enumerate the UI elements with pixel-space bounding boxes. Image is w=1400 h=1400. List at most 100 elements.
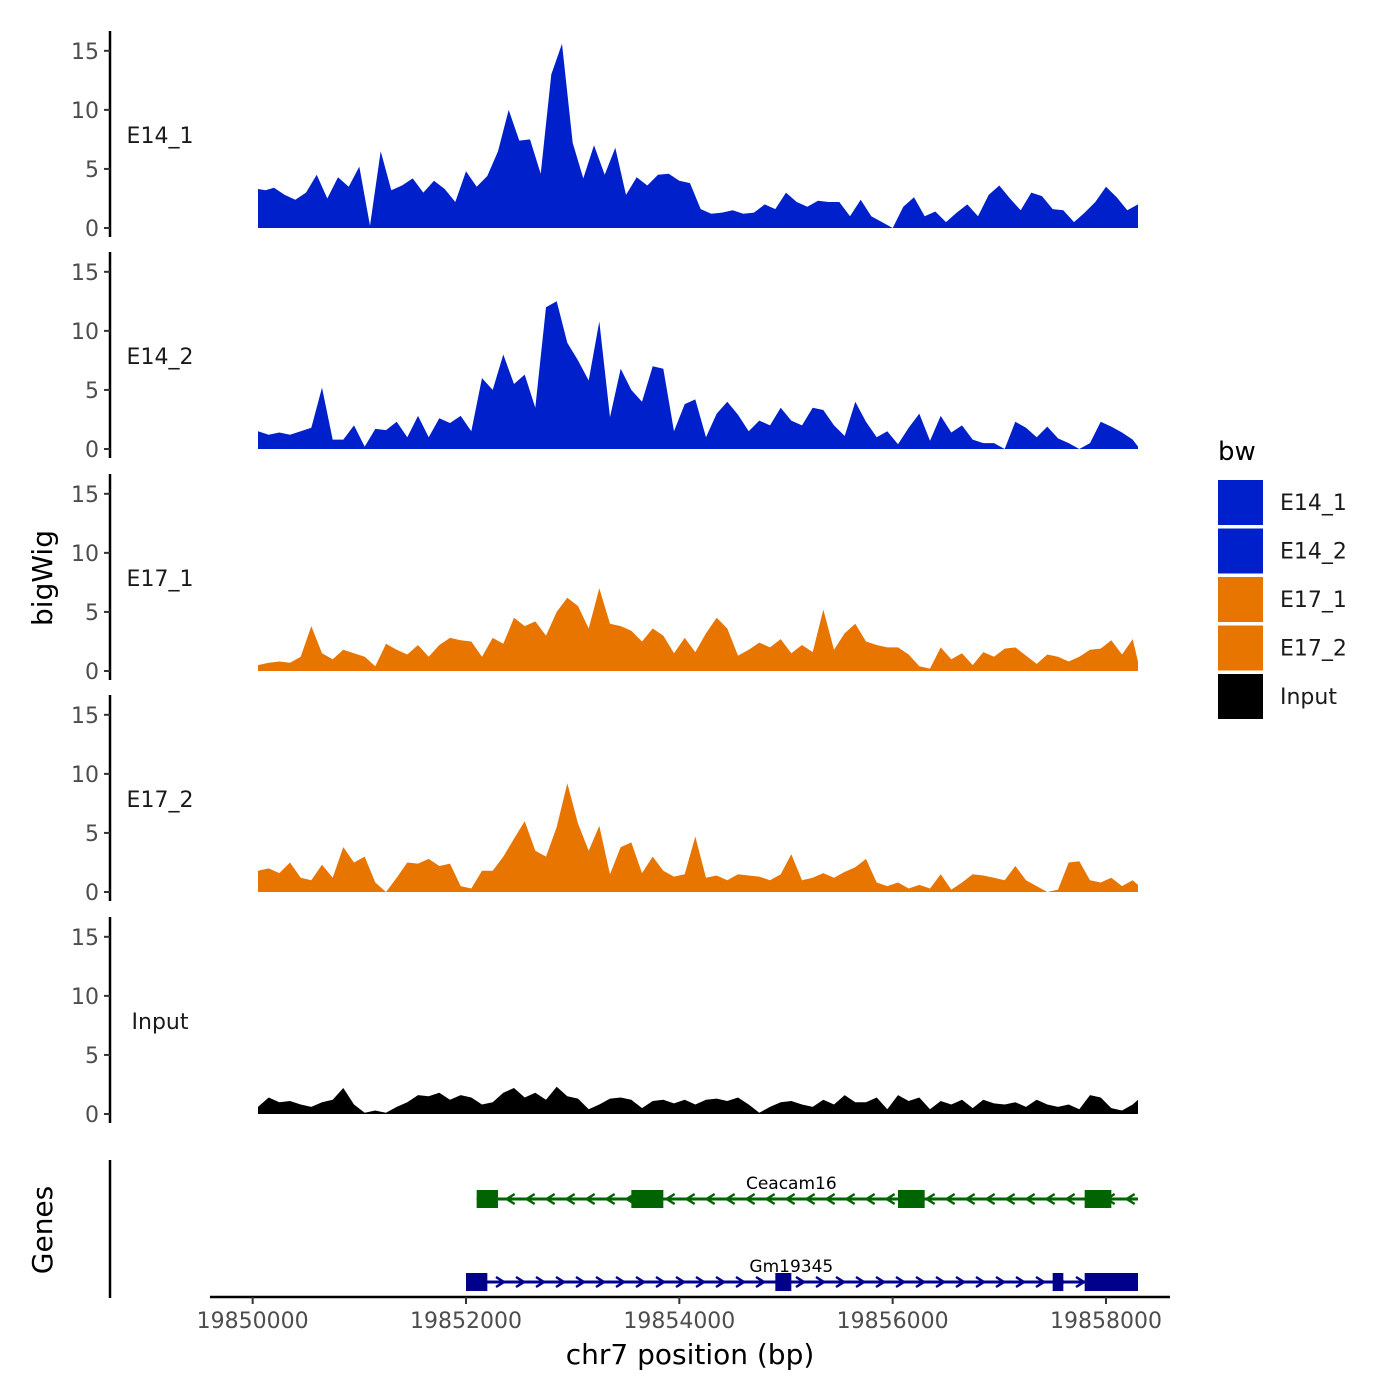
legend: bw E14_1 E14_2 E17_1 E17_2 Input (1218, 437, 1347, 719)
strand-chevron (864, 1192, 876, 1206)
y-tick-label: 5 (85, 379, 99, 404)
gene-Ceacam16: Ceacam16 (476, 1174, 1138, 1208)
strand-chevron (655, 1275, 667, 1289)
strand-chevron (584, 1192, 596, 1206)
y-tick-label: 15 (71, 40, 99, 65)
y-tick-label: 5 (85, 158, 99, 183)
strand-chevron (595, 1275, 607, 1289)
legend-swatch-Input (1218, 674, 1263, 719)
strand-chevron (764, 1192, 776, 1206)
strand-chevron (1064, 1192, 1076, 1206)
legend-title: bw (1218, 437, 1256, 467)
strand-chevron (755, 1275, 767, 1289)
coverage-area-E14_1 (258, 43, 1138, 229)
gene-exon (476, 1190, 498, 1208)
y-tick-label: 10 (71, 99, 99, 124)
y-axis-title: bigWig (26, 530, 59, 626)
strand-chevron (1075, 1275, 1087, 1289)
strand-chevron (555, 1275, 567, 1289)
coverage-tracks: 0 5 10 15 E14_1 0 5 10 15 E14_2 0 5 10 15 E17_1 0 5 10 15 E… (71, 31, 1138, 1128)
x-axis: 19850000 19852000 19854000 19856000 19858000 (197, 1295, 1170, 1334)
gene-label-Ceacam16: Ceacam16 (746, 1174, 837, 1194)
strand-chevron (804, 1192, 816, 1206)
strand-chevron (824, 1192, 836, 1206)
y-tick-label: 15 (71, 704, 99, 729)
strand-chevron (895, 1275, 907, 1289)
y-tick-label: 0 (85, 1103, 99, 1128)
strand-chevron (604, 1192, 616, 1206)
coverage-area-Input (258, 1086, 1138, 1114)
track-E17_2: 0 5 10 15 E17_2 (71, 695, 1138, 906)
coverage-area-E17_1 (258, 588, 1138, 671)
track-E14_2: 0 5 10 15 E14_2 (71, 252, 1138, 463)
strand-chevron (995, 1275, 1007, 1289)
strand-chevron (515, 1275, 527, 1289)
legend-swatch-E14_1 (1218, 480, 1263, 525)
strand-chevron (984, 1192, 996, 1206)
strand-chevron (1015, 1275, 1027, 1289)
genes-panel: Ceacam16 Gm19345 (108, 1160, 1138, 1298)
y-tick-label: 15 (71, 261, 99, 286)
y-tick-label: 0 (85, 881, 99, 906)
strand-chevron (564, 1192, 576, 1206)
y-tick-label: 5 (85, 1044, 99, 1069)
y-tick-label: 10 (71, 542, 99, 567)
x-tick-label: 19852000 (410, 1309, 522, 1334)
legend-swatch-E14_2 (1218, 528, 1263, 574)
strand-chevron (855, 1275, 867, 1289)
track-label-E17_2: E17_2 (127, 788, 194, 813)
legend-label-E17_1: E17_1 (1280, 588, 1347, 613)
strand-chevron (575, 1275, 587, 1289)
y-tick-label: 10 (71, 320, 99, 345)
track-Input: 0 5 10 15 Input (71, 917, 1138, 1128)
strand-chevron (795, 1275, 807, 1289)
track-label-E14_2: E14_2 (127, 345, 194, 370)
y-tick-label: 5 (85, 601, 99, 626)
strand-chevron (724, 1192, 736, 1206)
strand-chevron (844, 1192, 856, 1206)
strand-chevron (664, 1192, 676, 1206)
y-tick-label: 15 (71, 483, 99, 508)
strand-chevron (544, 1192, 556, 1206)
strand-chevron (735, 1275, 747, 1289)
strand-chevron (524, 1192, 536, 1206)
y-tick-label: 10 (71, 763, 99, 788)
strand-chevron (975, 1275, 987, 1289)
strand-chevron (684, 1192, 696, 1206)
strand-chevron (955, 1275, 967, 1289)
strand-chevron (835, 1275, 847, 1289)
x-tick-label: 19858000 (1050, 1309, 1162, 1334)
strand-chevron (1044, 1192, 1056, 1206)
strand-chevron (944, 1192, 956, 1206)
strand-chevron (615, 1275, 627, 1289)
legend-label-Input: Input (1280, 685, 1337, 710)
x-axis-title: chr7 position (bp) (566, 1338, 815, 1371)
strand-chevron (744, 1192, 756, 1206)
strand-chevron (635, 1275, 647, 1289)
strand-chevron (504, 1192, 516, 1206)
legend-swatch-E17_1 (1218, 577, 1263, 622)
genes-axis-title: Genes (26, 1186, 59, 1274)
gene-exon (898, 1190, 925, 1208)
y-tick-label: 15 (71, 926, 99, 951)
strand-chevron (884, 1192, 896, 1206)
x-tick-label: 19850000 (197, 1309, 309, 1334)
strand-chevron (1024, 1192, 1036, 1206)
strand-chevron (675, 1275, 687, 1289)
coverage-area-E17_2 (258, 783, 1138, 892)
strand-chevron (535, 1275, 547, 1289)
track-label-Input: Input (132, 1010, 189, 1035)
strand-chevron (695, 1275, 707, 1289)
gene-label-Gm19345: Gm19345 (749, 1257, 833, 1277)
strand-chevron (924, 1192, 936, 1206)
strand-chevron (1035, 1275, 1047, 1289)
y-tick-label: 0 (85, 660, 99, 685)
x-tick-label: 19854000 (623, 1309, 735, 1334)
strand-chevron (704, 1192, 716, 1206)
strand-chevron (875, 1275, 887, 1289)
gene-exon (775, 1273, 792, 1291)
track-E17_1: 0 5 10 15 E17_1 (71, 474, 1138, 685)
y-tick-label: 5 (85, 822, 99, 847)
